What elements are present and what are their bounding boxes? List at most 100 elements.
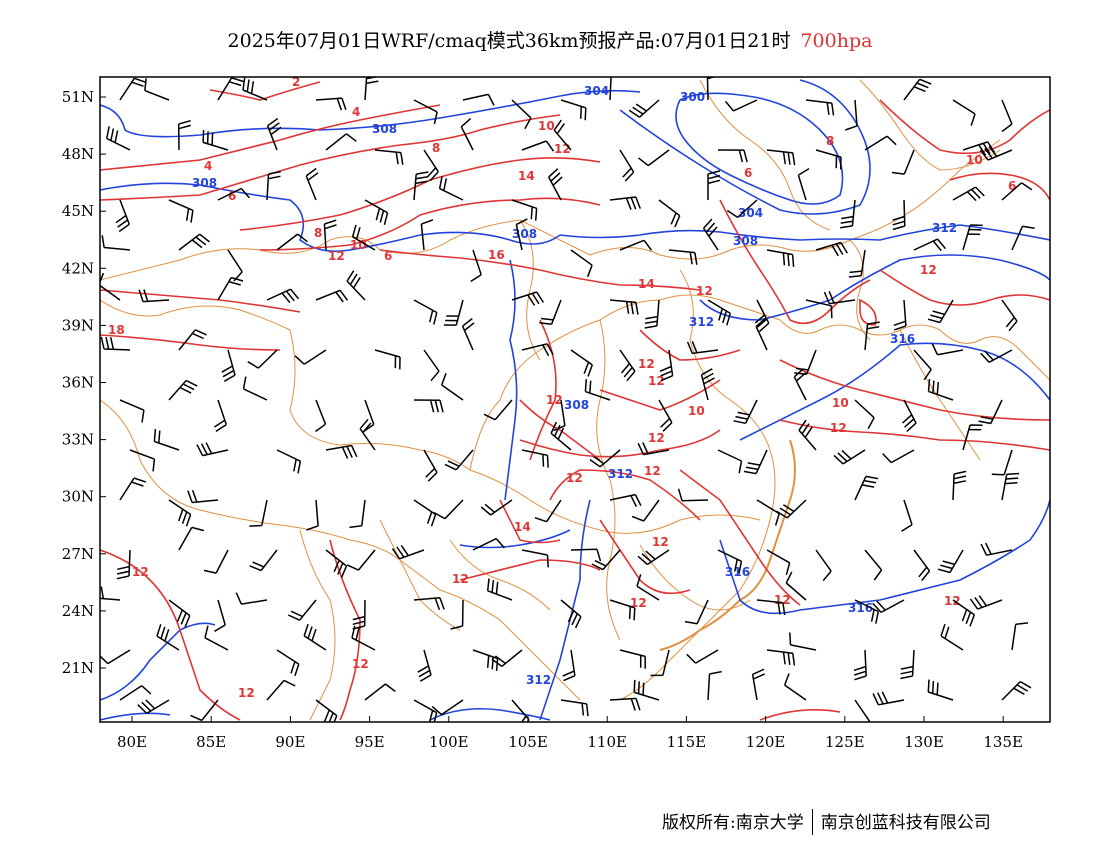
red-label: 6 bbox=[1008, 179, 1016, 193]
red-label: 12 bbox=[696, 284, 713, 298]
wind-barb bbox=[364, 683, 396, 701]
wind-barb bbox=[306, 499, 319, 531]
wind-barb bbox=[702, 218, 719, 251]
wind-barb bbox=[461, 317, 475, 351]
wind-barb bbox=[798, 419, 817, 451]
wind-barb bbox=[668, 249, 698, 265]
wind-barb bbox=[276, 649, 300, 677]
wind-barb bbox=[352, 599, 366, 630]
red-label: 2 bbox=[292, 75, 300, 89]
wind-barb bbox=[1011, 622, 1029, 651]
coastline bbox=[659, 439, 796, 651]
wind-barb bbox=[882, 449, 915, 464]
wind-barb bbox=[609, 599, 636, 621]
wind-barb bbox=[438, 176, 464, 201]
red-contour-labels: 2 4 4 6 8 10 12 14 6 6 8 10 16 12 14 12 … bbox=[108, 75, 1016, 700]
wind-barb bbox=[743, 449, 768, 475]
wind-barb bbox=[979, 146, 1013, 161]
wind-barb bbox=[724, 99, 758, 112]
wind-barb bbox=[854, 699, 871, 722]
wind-barb bbox=[276, 449, 302, 474]
red-label: 4 bbox=[352, 105, 360, 119]
wind-barb bbox=[119, 399, 145, 423]
wind-barb bbox=[952, 99, 976, 126]
red-label: 10 bbox=[688, 404, 705, 418]
wind-barb bbox=[952, 470, 967, 501]
wind-barb bbox=[116, 549, 131, 580]
x-axis: 80E 85E 90E 95E 100E 105E 110E 115E 120E 125E 130E… bbox=[117, 716, 1023, 751]
lat-tick-label: 39N bbox=[62, 316, 94, 334]
wind-barb bbox=[266, 117, 282, 151]
wind-barb bbox=[845, 99, 858, 131]
red-label: 12 bbox=[830, 421, 847, 435]
red-label: 16 bbox=[488, 248, 505, 262]
wind-barb bbox=[444, 449, 474, 471]
wind-barb bbox=[391, 544, 425, 560]
blue-label: 312 bbox=[526, 673, 551, 687]
red-label: 12 bbox=[546, 393, 563, 407]
blue-label: 312 bbox=[932, 221, 957, 235]
wind-barb bbox=[901, 399, 917, 432]
wind-barb bbox=[423, 349, 440, 382]
wind-barb bbox=[706, 77, 717, 101]
wind-barb bbox=[202, 129, 229, 151]
wind-barb bbox=[276, 233, 308, 251]
wind-barb bbox=[686, 341, 719, 355]
wind-barb bbox=[413, 171, 429, 201]
wind-barb bbox=[315, 97, 347, 111]
lon-tick-label: 100E bbox=[429, 733, 469, 751]
wind-barb bbox=[168, 379, 198, 401]
red-label: 12 bbox=[638, 357, 655, 371]
red-label: 10 bbox=[350, 238, 367, 252]
blue-label: 316 bbox=[725, 565, 750, 579]
wind-barb bbox=[927, 378, 954, 401]
wind-barb bbox=[815, 241, 848, 257]
wind-barb bbox=[797, 167, 810, 201]
wind-barb bbox=[266, 679, 296, 701]
blue-label: 308 bbox=[733, 234, 758, 248]
wind-barb bbox=[470, 249, 482, 283]
wind-barb bbox=[913, 349, 932, 381]
blue-label: 308 bbox=[564, 398, 589, 412]
wind-barb bbox=[511, 199, 538, 221]
wind-barb bbox=[684, 599, 709, 625]
wind-barb bbox=[548, 168, 563, 201]
wind-barb bbox=[927, 679, 954, 701]
wind-barb bbox=[351, 224, 376, 251]
lat-tick-label: 21N bbox=[62, 659, 94, 677]
wind-barb bbox=[658, 199, 681, 228]
wind-barb bbox=[815, 149, 842, 170]
wind-barb bbox=[776, 499, 807, 519]
lat-tick-label: 48N bbox=[62, 145, 94, 163]
red-label: 12 bbox=[328, 249, 345, 263]
wind-barb bbox=[901, 499, 913, 532]
lon-tick-label: 130E bbox=[904, 733, 944, 751]
wind-barb bbox=[346, 549, 376, 571]
wind-barbs bbox=[100, 77, 1035, 722]
wind-barb bbox=[636, 574, 660, 601]
wind-barb bbox=[190, 699, 219, 722]
wind-barb bbox=[562, 649, 576, 682]
wind-barb bbox=[521, 449, 549, 468]
wind-barb bbox=[717, 549, 743, 574]
wind-barb bbox=[940, 623, 964, 651]
wind-barb bbox=[766, 149, 796, 166]
wind-barb bbox=[707, 299, 732, 326]
wind-barb bbox=[351, 625, 376, 651]
red-label: 10 bbox=[538, 119, 555, 133]
wind-barb bbox=[584, 379, 611, 401]
wind-barb bbox=[686, 649, 719, 664]
wind-barb bbox=[247, 349, 278, 369]
red-label: 12 bbox=[920, 263, 937, 277]
wind-barb bbox=[521, 549, 549, 568]
red-label: 6 bbox=[744, 166, 752, 180]
credit-left: 版权所有:南京大学 bbox=[662, 813, 804, 833]
wind-barb bbox=[217, 276, 244, 301]
wind-barb bbox=[756, 599, 786, 616]
wind-barb bbox=[137, 699, 170, 715]
wind-barb bbox=[511, 291, 545, 306]
wind-barb bbox=[440, 373, 464, 401]
wind-barb bbox=[891, 149, 915, 175]
lon-tick-label: 90E bbox=[275, 733, 305, 751]
wind-barb bbox=[848, 249, 866, 278]
